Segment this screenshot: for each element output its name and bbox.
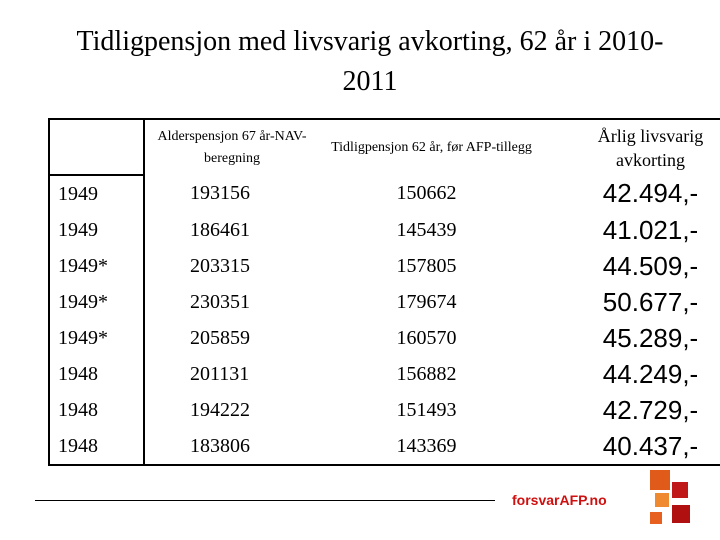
table-row: 1948 183806 143369 40.437,- — [49, 428, 720, 465]
table-cell: 1949* — [49, 248, 145, 284]
table-cell: 40.437,- — [602, 430, 699, 461]
table-cell: 186461 — [190, 218, 250, 241]
table-cell: 193156 — [190, 182, 250, 204]
table-row: 1949* 205859 160570 45.289,- — [49, 320, 720, 356]
table-cell: 42.494,- — [602, 178, 699, 208]
table-cell: 1948 — [49, 356, 145, 392]
table-cell: 42.729,- — [602, 394, 699, 425]
table-row: 1948 201131 156882 44.249,- — [49, 356, 720, 392]
table-cell: 145439 — [396, 218, 457, 241]
logo-square — [672, 482, 688, 498]
table-row: 1949 186461 145439 41.021,- — [49, 212, 720, 248]
logo-square — [650, 470, 670, 490]
logo-square — [650, 512, 662, 524]
column-header — [49, 119, 145, 176]
table-row: 1949* 230351 179674 50.677,- — [49, 284, 720, 320]
table-row: 1949 193156 150662 42.494,- — [49, 175, 720, 212]
table-cell: 151493 — [396, 398, 457, 421]
table-cell: 50.677,- — [602, 286, 699, 317]
table-cell: 183806 — [190, 434, 250, 457]
table-row: 1948 194222 151493 42.729,- — [49, 392, 720, 428]
logo-square — [672, 505, 690, 523]
table-cell: 1949 — [49, 175, 145, 212]
table-cell: 205859 — [190, 326, 250, 349]
table-cell: 156882 — [396, 362, 457, 385]
table-cell: 45.289,- — [602, 322, 699, 353]
table-cell: 41.021,- — [602, 214, 699, 245]
table-cell: 1949* — [49, 284, 145, 320]
table-cell: 150662 — [396, 182, 457, 204]
table-cell: 1949* — [49, 320, 145, 356]
logo-square — [655, 493, 669, 507]
table-cell: 230351 — [190, 290, 250, 313]
table-cell: 1948 — [49, 428, 145, 465]
column-header: Årlig livsvarig avkorting — [597, 125, 704, 170]
header-row: Alderspensjon 67 år-NAV-beregning Tidligp… — [49, 119, 720, 176]
table-body: 1949 193156 150662 42.494,- 1949 186461 145439… — [49, 175, 720, 465]
slide-title: Tidligpensjon med livsvarig avkorting, 6… — [76, 26, 664, 97]
table-cell: 203315 — [190, 254, 250, 277]
column-header: Alderspensjon 67 år-NAV-beregning — [157, 128, 307, 166]
table-cell: 194222 — [190, 398, 250, 421]
data-table: Alderspensjon 67 år-NAV-beregning Tidligp… — [48, 118, 720, 466]
table-row: 1949* 203315 157805 44.509,- — [49, 248, 720, 284]
table-cell: 143369 — [396, 434, 457, 457]
table-cell: 44.509,- — [602, 250, 699, 281]
table-cell: 1948 — [49, 392, 145, 428]
column-header: Tidligpensjon 62 år, før AFP-tillegg — [331, 139, 532, 155]
table-cell: 160570 — [396, 326, 457, 349]
table-cell: 157805 — [396, 254, 457, 277]
table-cell: 1949 — [49, 212, 145, 248]
table-cell: 44.249,- — [602, 358, 699, 389]
table-cell: 201131 — [190, 362, 250, 385]
footer-rule — [35, 500, 495, 501]
table-cell: 179674 — [396, 290, 457, 313]
logo-text: forsvarAFP.no — [512, 492, 607, 508]
